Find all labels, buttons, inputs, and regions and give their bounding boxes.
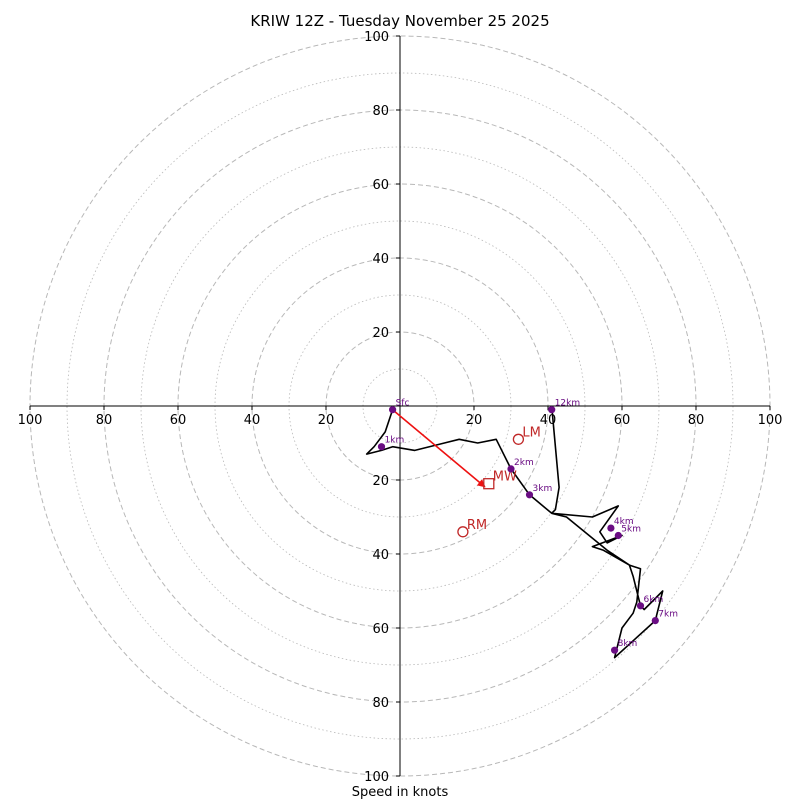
height-point-8km xyxy=(611,646,619,654)
height-label-3km: 3km xyxy=(533,484,553,494)
height-point-5km xyxy=(614,531,622,540)
height-point-6km xyxy=(636,602,645,610)
height-label-2km: 2km xyxy=(514,458,534,468)
x-tick-label: 60 xyxy=(170,413,187,428)
y-tick-label: 100 xyxy=(364,30,389,45)
y-tick-label: 20 xyxy=(372,474,389,489)
y-tick-label: 40 xyxy=(372,548,389,563)
storm-motion-label-lm: LM xyxy=(522,425,540,440)
height-label-sfc: Sfc xyxy=(396,399,410,409)
height-label-5km: 5km xyxy=(621,525,641,535)
axis-tick-labels: 2020202040404040606060608080808010010010… xyxy=(18,30,783,785)
storm-motion-marker-mw xyxy=(483,478,495,490)
height-label-8km: 8km xyxy=(618,639,638,649)
height-label-12km: 12km xyxy=(555,399,580,409)
y-tick-label: 20 xyxy=(372,326,389,341)
y-tick-label: 80 xyxy=(372,696,389,711)
x-tick-label: 100 xyxy=(758,413,783,428)
height-label-6km: 6km xyxy=(644,595,664,605)
y-tick-label: 100 xyxy=(364,770,389,785)
x-tick-label: 20 xyxy=(318,413,335,428)
height-point-1km xyxy=(377,443,386,451)
height-point-3km xyxy=(525,491,534,499)
chart-title: KRIW 12Z - Tuesday November 25 2025 xyxy=(250,12,549,30)
hodograph-trace xyxy=(365,405,664,659)
y-tick-label: 60 xyxy=(372,622,389,637)
storm-motion-marker-lm xyxy=(512,433,525,445)
height-point-7km xyxy=(651,617,659,625)
x-tick-label: 80 xyxy=(688,413,705,428)
axes xyxy=(30,36,770,776)
storm-motion-label-mw: MW xyxy=(493,470,517,485)
height-point-sfc xyxy=(389,406,397,414)
storm-motion-marker-rm xyxy=(457,526,469,538)
storm-motion-layer: LM MW RM xyxy=(457,425,541,538)
shear-vector-arrow xyxy=(392,409,486,488)
y-tick-label: 80 xyxy=(372,104,389,119)
x-tick-label: 100 xyxy=(18,413,43,428)
y-tick-label: 40 xyxy=(372,252,389,267)
x-tick-label: 40 xyxy=(244,413,261,428)
height-label-4km: 4km xyxy=(614,517,634,527)
x-tick-label: 20 xyxy=(466,413,483,428)
height-label-1km: 1km xyxy=(385,436,405,446)
height-point-4km xyxy=(607,524,615,532)
height-point-12km xyxy=(548,406,556,414)
x-tick-label: 80 xyxy=(96,413,113,428)
y-tick-label: 60 xyxy=(372,178,389,193)
storm-motion-label-rm: RM xyxy=(467,518,487,533)
x-axis-label: Speed in knots xyxy=(352,785,449,800)
height-label-7km: 7km xyxy=(658,610,678,620)
wind-trace-layer xyxy=(365,405,664,659)
x-tick-label: 60 xyxy=(614,413,631,428)
shear-vector-layer xyxy=(392,409,486,488)
height-point-2km xyxy=(507,465,515,473)
